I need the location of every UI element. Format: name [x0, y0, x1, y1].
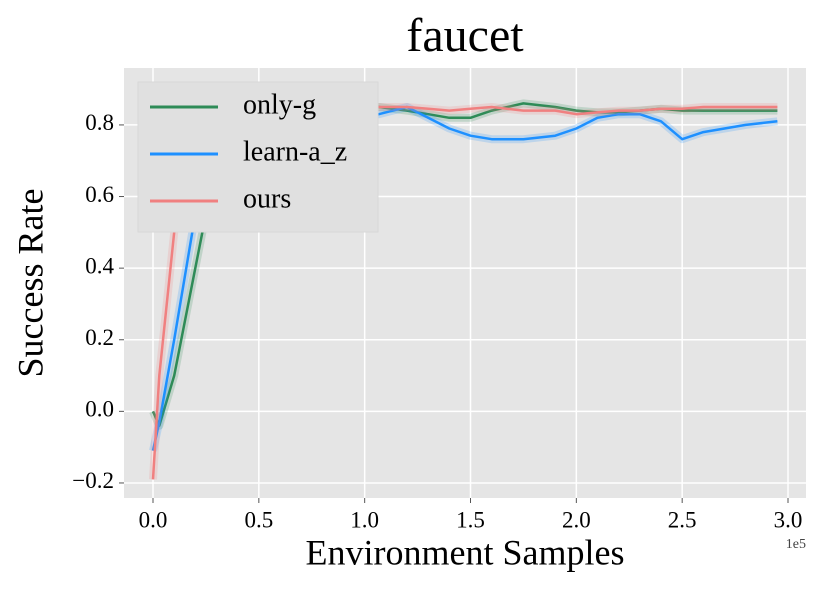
- y-tick-label: 0.2: [85, 325, 114, 350]
- x-tick-label: 2.5: [668, 507, 697, 532]
- y-tick-label: 0.6: [85, 182, 114, 207]
- y-tick-label: −0.2: [72, 468, 114, 493]
- legend-box: [137, 81, 379, 233]
- y-axis-label: Success Rate: [10, 189, 50, 378]
- x-tick-label: 0.5: [244, 507, 273, 532]
- x-tick-label: 0.0: [139, 507, 168, 532]
- x-offset-label: 1e5: [786, 537, 806, 552]
- x-tick-label: 1.0: [350, 507, 379, 532]
- y-tick-label: 0.8: [85, 110, 114, 135]
- legend-label: only-g: [243, 89, 316, 120]
- x-tick-label: 1.5: [456, 507, 485, 532]
- y-tick-label: 0.4: [85, 253, 114, 278]
- x-tick-label: 3.0: [774, 507, 803, 532]
- legend-label: learn-a_z: [243, 136, 347, 167]
- legend-label: ours: [243, 183, 291, 214]
- x-tick-label: 2.0: [562, 507, 591, 532]
- chart-title: faucet: [406, 9, 524, 62]
- x-axis-label: Environment Samples: [306, 532, 625, 572]
- y-tick-label: 0.0: [85, 397, 114, 422]
